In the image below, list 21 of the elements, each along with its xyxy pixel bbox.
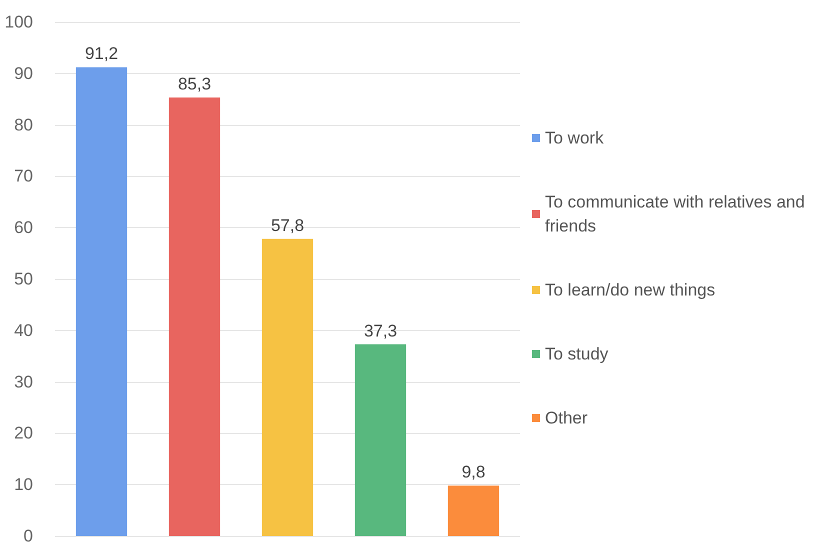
y-tick-label: 30 — [14, 372, 33, 392]
legend-label: Other — [545, 408, 588, 428]
y-tick-label: 10 — [14, 475, 33, 494]
data-label: 85,3 — [178, 74, 212, 94]
legend-label: To learn/do new things — [545, 280, 716, 300]
y-tick-label: 40 — [14, 320, 33, 340]
data-label: 37,3 — [364, 321, 398, 340]
data-label: 57,8 — [270, 216, 304, 235]
legend-label: To work — [545, 128, 604, 148]
y-tick-label: 50 — [14, 270, 33, 288]
y-tick-label: 90 — [14, 64, 33, 83]
legend-label: To communicate with relatives and friends — [545, 192, 810, 236]
y-tick-label: 70 — [14, 166, 33, 186]
y-tick-label: 20 — [14, 424, 33, 443]
y-tick-label: 0 — [24, 526, 33, 546]
legend-label: To study — [545, 344, 609, 364]
y-tick-label: 100 — [4, 12, 33, 32]
y-tick-label: 80 — [14, 115, 33, 134]
data-label: 9,8 — [462, 462, 486, 482]
data-label: 91,2 — [84, 44, 118, 64]
y-tick-label: 60 — [14, 218, 33, 238]
